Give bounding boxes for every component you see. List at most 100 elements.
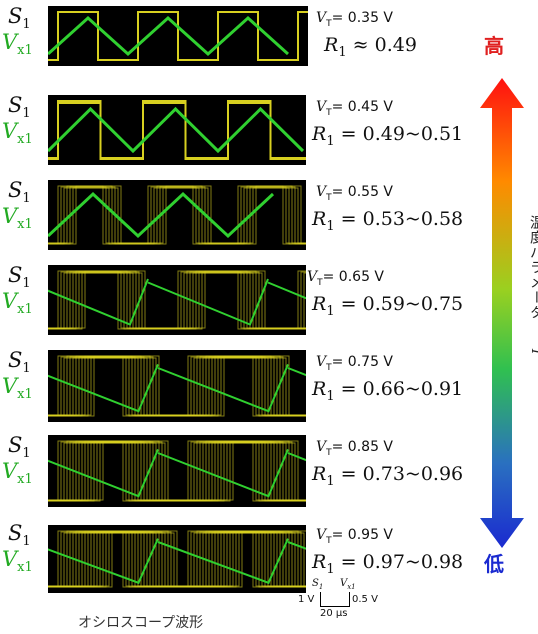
square-wave	[48, 186, 306, 245]
oscilloscope-trace	[48, 435, 306, 507]
square-wave	[48, 440, 306, 501]
threshold-voltage: VT= 0.35 V	[316, 10, 394, 29]
square-wave	[48, 440, 306, 502]
square-wave	[48, 440, 306, 501]
square-wave	[48, 441, 306, 502]
square-wave	[48, 102, 306, 160]
oscilloscope-trace	[48, 265, 306, 335]
square-wave	[48, 441, 306, 501]
square-wave	[48, 357, 306, 417]
triangle-wave	[48, 278, 306, 326]
r1-value: R1 = 0.73~0.96	[312, 463, 464, 489]
triangle-wave	[48, 106, 305, 154]
vx1-label: Vx1	[2, 459, 33, 487]
trace-svg	[48, 100, 306, 160]
trace-svg	[48, 185, 306, 245]
square-wave	[48, 11, 308, 61]
square-wave	[48, 271, 306, 329]
r1-value: R1 = 0.59~0.75	[312, 293, 464, 319]
threshold-voltage: VT= 0.45 V	[316, 99, 394, 118]
square-wave	[48, 440, 306, 501]
square-wave	[48, 356, 306, 417]
waveform-row: S1 Vx1 VT= 0.55 V R1 = 0.53~0.58	[0, 178, 490, 258]
s1-label: S1	[8, 178, 31, 206]
vx1-label: Vx1	[2, 547, 33, 575]
waveform-row: S1 Vx1 VT= 0.95 V R1 = 0.97~0.98	[0, 521, 490, 601]
square-wave	[48, 355, 306, 416]
temperature-gradient-arrow	[480, 78, 524, 548]
square-wave	[48, 100, 306, 159]
r1-value: R1 ≈ 0.49	[324, 34, 417, 60]
square-wave	[48, 532, 306, 587]
threshold-voltage: VT= 0.95 V	[316, 527, 394, 546]
r1-value: R1 = 0.97~0.98	[312, 551, 464, 577]
square-wave	[48, 355, 306, 417]
oscilloscope-trace	[48, 350, 306, 422]
threshold-voltage: VT= 0.85 V	[316, 439, 394, 458]
square-wave	[48, 270, 306, 330]
caption: オシロスコープ波形	[78, 615, 204, 631]
high-label: 高	[484, 34, 504, 58]
vx1-label: Vx1	[2, 30, 33, 58]
trace-svg	[48, 355, 306, 417]
vx1-label: Vx1	[2, 289, 33, 317]
scale-bracket	[320, 592, 350, 607]
square-wave	[48, 440, 306, 502]
triangle-wave	[48, 364, 306, 413]
waveform-row: S1 Vx1 VT= 0.35 V R1 ≈ 0.49	[0, 4, 490, 84]
trace-svg	[48, 270, 306, 330]
r1-value: R1 = 0.49~0.51	[312, 123, 464, 149]
square-wave	[48, 441, 306, 501]
square-wave	[48, 357, 306, 417]
threshold-voltage: VT= 0.65 V	[307, 269, 385, 288]
square-wave	[48, 441, 306, 502]
waveform-row: S1 Vx1 VT= 0.75 V R1 = 0.66~0.91	[0, 348, 490, 428]
triangle-wave	[48, 191, 275, 239]
vx1-label: Vx1	[2, 119, 33, 147]
triangle-wave	[48, 449, 306, 498]
oscilloscope-trace	[48, 180, 306, 250]
scale-bottom: 20 μs	[320, 608, 348, 619]
scale-bar: S1 Vx1 1 V 0.5 V 20 μs	[296, 576, 416, 626]
oscilloscope-trace	[48, 525, 306, 593]
square-wave	[48, 440, 306, 502]
square-wave	[48, 442, 306, 501]
square-wave	[48, 442, 306, 501]
square-wave	[48, 185, 306, 245]
scale-right: 0.5 V	[352, 594, 378, 605]
trace-svg	[48, 440, 306, 502]
square-wave	[48, 187, 306, 244]
square-wave	[48, 357, 306, 416]
axis-text: 温度パラメータ	[528, 215, 538, 320]
vx1-label: Vx1	[2, 204, 33, 232]
square-wave	[48, 530, 306, 588]
s1-label: S1	[8, 93, 31, 121]
r1-value: R1 = 0.53~0.58	[312, 208, 464, 234]
s1-label: S1	[8, 4, 31, 32]
vx1-label: Vx1	[2, 374, 33, 402]
waveform-row: S1 Vx1 VT= 0.45 V R1 = 0.49~0.51	[0, 93, 490, 173]
square-wave	[48, 187, 306, 245]
square-wave	[48, 185, 306, 244]
square-wave	[48, 185, 306, 245]
square-wave	[48, 442, 306, 502]
square-wave	[48, 355, 306, 417]
triangle-wave	[48, 15, 290, 57]
square-wave	[48, 441, 306, 501]
square-wave	[48, 356, 306, 416]
axis-symbol: T	[528, 347, 538, 358]
oscilloscope-trace	[48, 6, 308, 66]
square-wave	[48, 270, 306, 329]
s1-label: S1	[8, 521, 31, 549]
waveform-row: S1 Vx1 VT= 0.65 V R1 = 0.59~0.75	[0, 263, 490, 343]
square-wave	[48, 355, 306, 417]
s1-label: S1	[8, 263, 31, 291]
r1-value: R1 = 0.66~0.91	[312, 378, 464, 404]
square-wave	[48, 356, 306, 416]
s1-label: S1	[8, 433, 31, 461]
square-wave	[48, 356, 306, 417]
scale-left: 1 V	[298, 594, 315, 605]
threshold-voltage: VT= 0.55 V	[316, 184, 394, 203]
square-wave	[48, 355, 306, 416]
triangle-wave	[48, 538, 306, 585]
